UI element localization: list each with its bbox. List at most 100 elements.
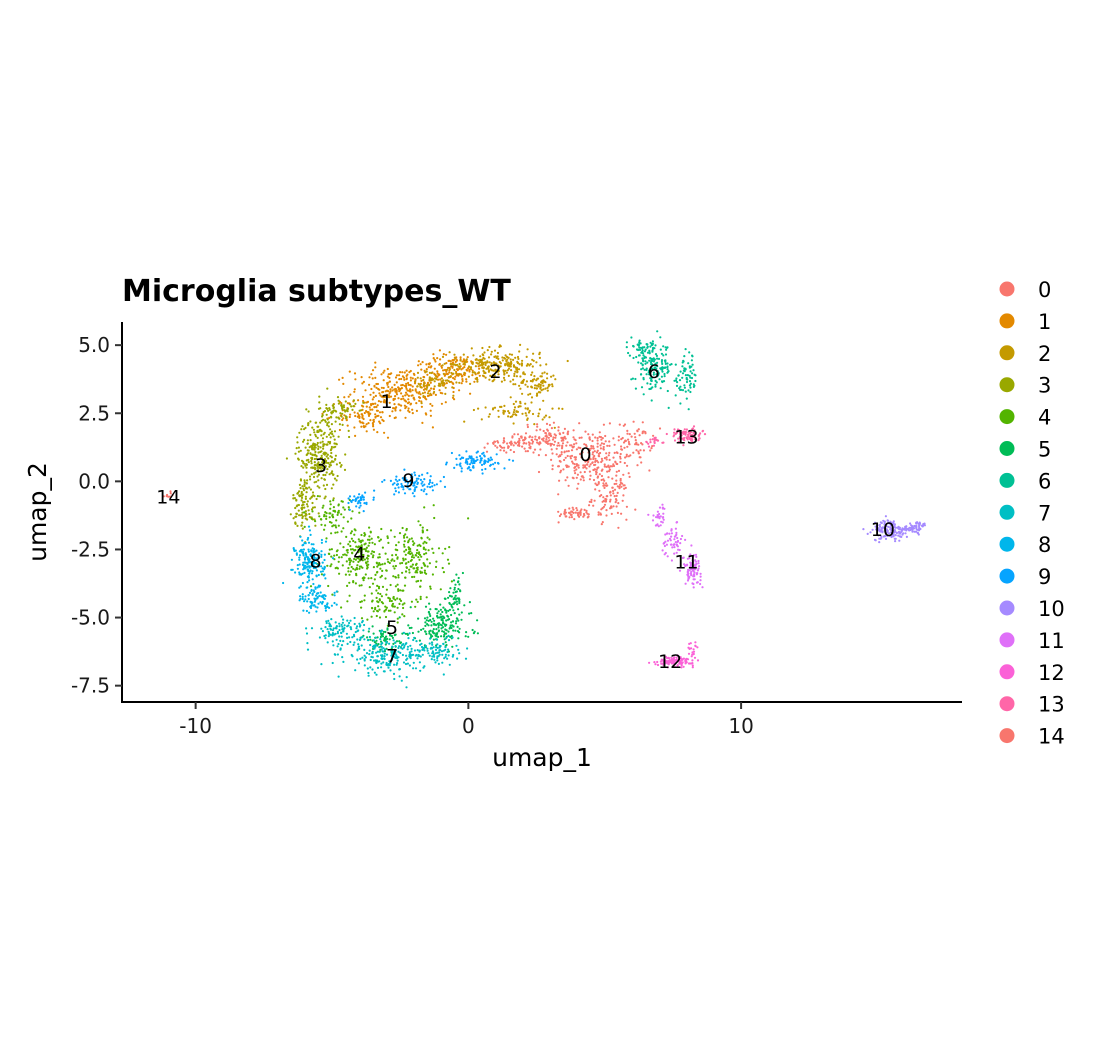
- data-point: [384, 615, 388, 619]
- data-point: [625, 505, 629, 508]
- data-point: [518, 444, 521, 447]
- data-point: [608, 451, 611, 454]
- data-point: [317, 512, 320, 515]
- data-point: [394, 575, 397, 579]
- data-point: [660, 360, 664, 363]
- data-point: [651, 350, 654, 353]
- data-point: [623, 461, 626, 465]
- data-point: [298, 563, 301, 566]
- data-point: [459, 356, 462, 359]
- data-point: [420, 402, 423, 405]
- data-point: [447, 654, 450, 657]
- data-point: [372, 420, 375, 423]
- data-point: [393, 567, 396, 570]
- data-point: [675, 377, 678, 380]
- data-point: [421, 653, 424, 656]
- data-point: [372, 428, 375, 431]
- data-point: [327, 461, 330, 465]
- data-point: [596, 445, 599, 448]
- data-point: [519, 343, 522, 346]
- data-point: [682, 657, 686, 660]
- data-point: [876, 524, 879, 527]
- data-point: [383, 657, 386, 660]
- data-point: [472, 465, 475, 468]
- data-point: [311, 601, 314, 604]
- data-point: [323, 558, 326, 562]
- data-point: [300, 494, 303, 497]
- data-point: [418, 474, 421, 477]
- data-point: [335, 443, 338, 446]
- data-point: [685, 657, 688, 661]
- data-point: [441, 382, 444, 385]
- data-point: [351, 499, 354, 502]
- data-point: [626, 464, 629, 467]
- legend-label: 3: [1038, 374, 1051, 398]
- data-point: [572, 429, 575, 432]
- data-point: [607, 476, 610, 479]
- data-point: [375, 405, 378, 409]
- data-point: [372, 498, 375, 501]
- data-point: [426, 536, 429, 539]
- data-point: [444, 392, 447, 395]
- data-point: [476, 378, 479, 381]
- data-point: [325, 620, 328, 623]
- y-axis-title: umap_2: [23, 462, 52, 562]
- data-point: [592, 447, 595, 450]
- data-point: [431, 643, 434, 646]
- data-point: [437, 547, 441, 550]
- data-point: [373, 578, 376, 581]
- data-point: [415, 554, 418, 557]
- data-point: [383, 670, 386, 673]
- data-point: [618, 483, 622, 486]
- data-point: [386, 535, 389, 538]
- data-point: [625, 455, 628, 458]
- data-point: [459, 465, 462, 468]
- data-point: [400, 377, 403, 381]
- data-point: [406, 389, 409, 392]
- data-point: [476, 380, 479, 383]
- data-point: [570, 516, 574, 519]
- data-point: [381, 563, 384, 566]
- data-point: [372, 639, 375, 642]
- data-point: [451, 386, 454, 389]
- data-point: [378, 646, 381, 649]
- data-point: [307, 509, 310, 512]
- data-point: [603, 479, 606, 482]
- data-point: [592, 504, 595, 507]
- data-point: [450, 451, 453, 455]
- data-point: [394, 598, 397, 601]
- data-point: [441, 552, 444, 555]
- data-point: [588, 504, 591, 507]
- data-point: [545, 438, 548, 441]
- data-point: [674, 527, 678, 530]
- data-point: [368, 653, 371, 656]
- data-point: [304, 464, 307, 467]
- data-point: [664, 659, 667, 662]
- data-point: [313, 446, 316, 449]
- data-point: [340, 623, 343, 626]
- data-point: [369, 531, 372, 534]
- data-point: [603, 486, 606, 489]
- data-point: [341, 405, 344, 408]
- data-point: [455, 463, 458, 466]
- data-point: [606, 444, 609, 447]
- data-point: [320, 627, 323, 630]
- data-point: [310, 473, 313, 476]
- data-point: [341, 621, 344, 624]
- data-point: [398, 478, 401, 482]
- data-point: [388, 396, 391, 399]
- data-point: [666, 666, 669, 669]
- data-point: [405, 658, 408, 662]
- data-point: [684, 368, 687, 371]
- data-point: [423, 391, 426, 394]
- data-point: [513, 406, 517, 409]
- data-point: [348, 621, 351, 625]
- data-point: [378, 420, 381, 423]
- data-point: [431, 426, 434, 429]
- data-point: [542, 384, 545, 387]
- data-point: [415, 479, 418, 482]
- data-point: [391, 658, 394, 661]
- data-point: [360, 544, 363, 547]
- data-point: [419, 544, 422, 548]
- data-point: [330, 472, 333, 475]
